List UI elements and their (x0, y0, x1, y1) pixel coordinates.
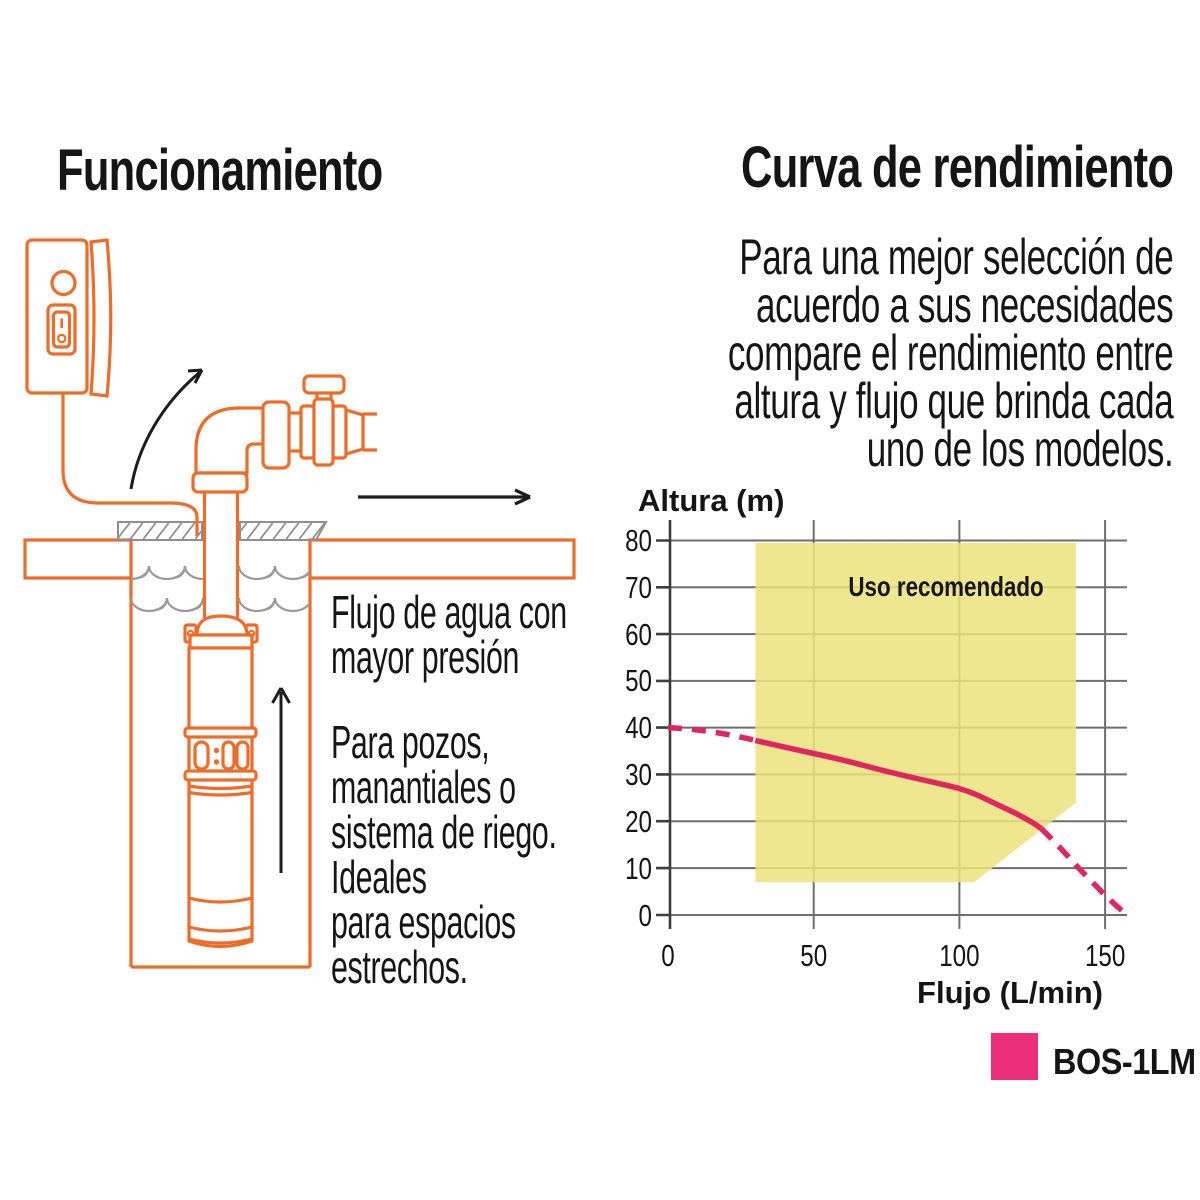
x-tick: 150 (1085, 938, 1125, 973)
uses-note-line: Para pozos, (331, 716, 490, 768)
x-tick-labels: 0 50 100 150 (661, 938, 1125, 973)
power-switch-box-icon (25, 238, 113, 398)
right-flow-arrow-icon (358, 488, 531, 506)
left-section-title: Funcionamiento (57, 138, 383, 203)
performance-chart: Uso recomendado Altura (m) Flujo (L/min)… (625, 483, 1128, 1010)
ground-slab (23, 538, 576, 580)
y-tick: 10 (625, 851, 652, 886)
power-cable-icon (61, 393, 199, 536)
right-section-title: Curva de rendimiento (740, 135, 1174, 200)
uses-note: Para pozos, manantiales o sistema de rie… (331, 716, 557, 993)
chart-axes (656, 520, 672, 929)
curve-solid (754, 737, 1043, 831)
intro-paragraph-line: Para una mejor selección de (738, 229, 1173, 285)
intro-paragraph-line: uno de los modelos. (866, 421, 1173, 477)
y-tick: 20 (625, 804, 652, 839)
recommended-region (755, 542, 1076, 883)
y-tick: 50 (625, 663, 652, 698)
uses-note-line: sistema de riego. (331, 806, 557, 858)
up-flow-arrow-icon (271, 687, 291, 873)
intro-paragraph-line: altura y flujo que brinda cada (734, 373, 1173, 429)
intro-paragraph-line: acuerdo a sus necesidades (755, 277, 1174, 333)
recommended-region-label: Uso recomendado (848, 572, 1043, 603)
x-tick: 100 (939, 938, 979, 973)
intro-paragraph-line: compare el rendimiento entre (727, 325, 1174, 381)
flow-note-line: mayor presión (331, 631, 520, 683)
x-tick: 50 (800, 938, 827, 973)
pump-operation-diagram (23, 238, 576, 969)
submersible-pump-icon (183, 614, 259, 949)
y-axis-title: Altura (m) (638, 483, 784, 518)
y-tick: 60 (625, 617, 652, 652)
y-tick: 30 (625, 757, 652, 792)
legend-label: BOS-1LM (1053, 1041, 1196, 1082)
uses-note-line: para espacios (331, 896, 516, 948)
uses-note-line: Ideales (331, 851, 427, 903)
gate-valve-icon (289, 374, 377, 467)
ground-hatch-icon (117, 521, 328, 541)
x-tick: 0 (661, 938, 674, 973)
curve-dashed-lead (667, 724, 757, 744)
well-icon (129, 578, 312, 969)
y-tick: 80 (625, 523, 652, 558)
uses-note-line: manantiales o (331, 761, 516, 813)
x-axis-title: Flujo (L/min) (917, 975, 1103, 1010)
flow-note: Flujo de agua con mayor presión (331, 586, 567, 683)
pump-vent-display (193, 740, 250, 771)
water-waves-icon (131, 565, 310, 613)
performance-curve (667, 724, 1128, 916)
riser-pipe-icon (202, 492, 240, 619)
uses-note-line: estrechos. (331, 941, 468, 993)
curve-dashed-tail (1039, 826, 1128, 916)
flow-note-line: Flujo de agua con (331, 586, 567, 638)
y-tick-labels: 80 70 60 50 40 30 20 10 0 (625, 523, 652, 933)
elbow-pipe-icon (191, 400, 291, 494)
y-tick: 40 (625, 710, 652, 745)
curved-flow-arrow-icon (129, 368, 204, 490)
legend-swatch (991, 1033, 1038, 1080)
y-tick: 0 (639, 898, 652, 933)
intro-paragraph: Para una mejor selección de acuerdo a su… (727, 229, 1174, 477)
y-tick: 70 (625, 570, 652, 605)
